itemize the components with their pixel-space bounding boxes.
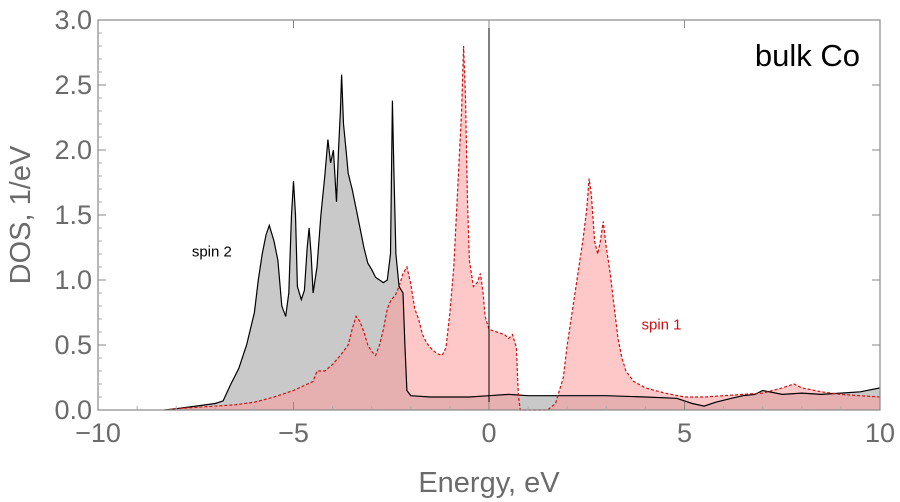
y-tick-label: 3.0 xyxy=(54,5,92,35)
x-tick-label: 5 xyxy=(677,418,692,448)
annotation-spin-2: spin 2 xyxy=(192,244,232,261)
y-tick-label: 1.0 xyxy=(54,265,92,295)
y-tick-label: 0.0 xyxy=(54,395,92,425)
spin-2-area xyxy=(164,74,880,410)
annotation-spin-1: spin 1 xyxy=(641,316,681,333)
chart-title: bulk Co xyxy=(755,38,860,73)
x-tick-label: −5 xyxy=(278,418,309,448)
y-tick-label: 2.5 xyxy=(54,70,92,100)
series-lines xyxy=(164,45,881,411)
spin-1-line xyxy=(164,45,881,411)
spin-2-line xyxy=(164,74,881,411)
y-axis-ticks: 0.0 0.5 1.0 1.5 2.0 2.5 3.0 xyxy=(54,5,880,425)
series-annotations: spin 2 spin 1 xyxy=(192,244,682,334)
y-tick-label: 0.5 xyxy=(54,330,92,360)
x-tick-label: 10 xyxy=(865,418,895,448)
x-tick-label: −10 xyxy=(75,418,121,448)
x-tick-label: 0 xyxy=(481,418,496,448)
x-axis-ticks: −10 −5 0 5 10 xyxy=(75,20,895,448)
y-axis-label: DOS, 1/eV xyxy=(5,145,37,284)
y-tick-label: 2.0 xyxy=(54,135,92,165)
x-axis-label: Energy, eV xyxy=(418,467,560,499)
series-fills xyxy=(164,46,880,410)
y-tick-label: 1.5 xyxy=(54,200,92,230)
